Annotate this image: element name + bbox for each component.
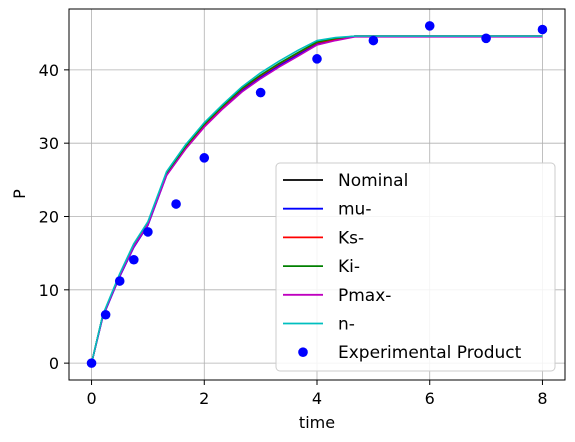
x-tick-label: 0 xyxy=(86,389,96,408)
legend-entry: Pmax- xyxy=(283,286,391,306)
legend-entries: Nominal mu- Ks- Ki- Pmax-n- Experimental Prod… xyxy=(283,171,522,363)
y-tick-label: 0 xyxy=(49,354,59,373)
y-tick-label: 30 xyxy=(39,134,59,153)
legend-entry: Experimental Product xyxy=(298,343,522,363)
experimental-point xyxy=(537,24,548,35)
y-tick-label: 20 xyxy=(39,207,59,226)
experimental-point xyxy=(100,309,111,320)
legend-entry: n- xyxy=(283,315,355,335)
legend-label: Ks- xyxy=(338,228,364,248)
series-line-n-minus xyxy=(90,35,543,364)
legend-box xyxy=(275,162,556,372)
legend-entry: Nominal xyxy=(283,171,408,191)
legend-entry: Ks- xyxy=(283,228,364,248)
legend-entry: Ki- xyxy=(283,257,360,277)
experimental-point xyxy=(481,33,491,44)
legend-label: Pmax- xyxy=(338,286,391,306)
experimental-point xyxy=(171,199,181,209)
experimental-point xyxy=(255,87,266,98)
y-tick-label: 40 xyxy=(39,61,59,80)
legend-label: Ki- xyxy=(338,257,360,277)
legend-label: Nominal xyxy=(338,171,408,191)
legend-entry: mu- xyxy=(283,200,371,220)
x-tick-label: 8 xyxy=(537,389,547,408)
x-tick-label: 6 xyxy=(425,389,435,408)
x-tick-label: 4 xyxy=(312,389,322,408)
experimental-point xyxy=(114,276,125,286)
experimental-point xyxy=(86,358,97,368)
experimental-point xyxy=(312,54,322,64)
x-tick-label: 2 xyxy=(199,389,209,408)
experimental-point xyxy=(129,254,139,265)
experimental-point xyxy=(199,153,210,163)
y-tick-label: 10 xyxy=(39,281,59,300)
series-lines xyxy=(90,35,543,364)
experimental-point xyxy=(368,35,379,46)
experimental-point xyxy=(424,21,435,31)
legend-label: mu- xyxy=(338,200,371,220)
legend-label: n- xyxy=(338,315,355,335)
x-axis-ticks: 0 2 4 6 8 xyxy=(86,380,548,408)
experimental-points xyxy=(86,21,548,368)
legend-marker xyxy=(298,347,308,358)
x-axis-label: time xyxy=(299,413,335,432)
y-axis-label: P xyxy=(10,189,29,199)
legend: Nominal mu- Ks- Ki- Pmax-n- Experimental Prod… xyxy=(275,162,556,372)
experimental-point xyxy=(143,227,153,237)
legend-label: Experimental Product xyxy=(338,343,522,363)
y-axis-ticks: 0 10 20 30 40 xyxy=(39,61,69,373)
